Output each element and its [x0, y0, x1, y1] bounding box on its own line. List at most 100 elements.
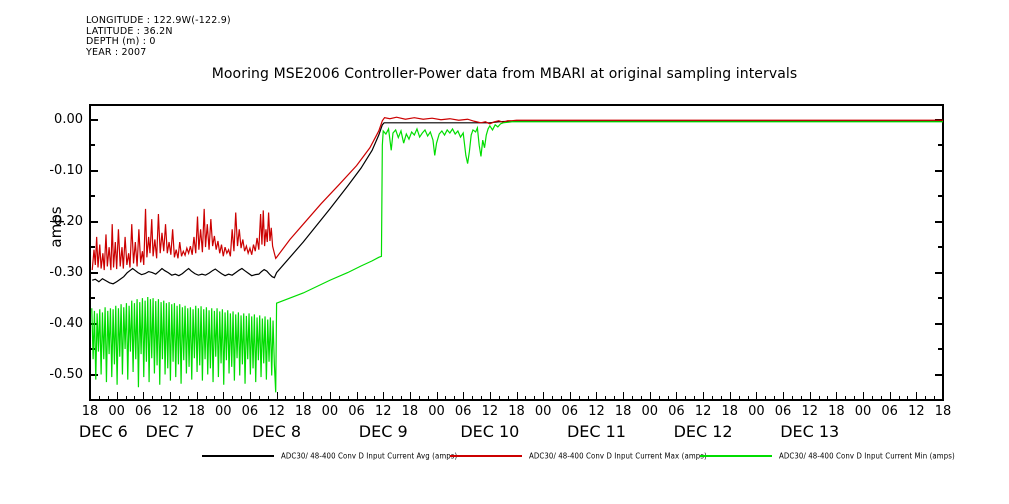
x-tick-minor [480, 396, 482, 401]
x-day-label: DEC 13 [780, 422, 840, 441]
x-tick-label: 18 [934, 404, 952, 419]
x-tick-label: 12 [694, 404, 712, 419]
y-tick-major-right [935, 271, 944, 274]
x-tick-minor [187, 396, 189, 401]
y-tick-major [89, 373, 98, 376]
x-tick-minor [845, 396, 847, 401]
x-tick-label: 12 [588, 404, 605, 419]
x-tick-minor [241, 396, 243, 401]
x-tick-minor [232, 396, 234, 401]
year-text: YEAR : 2007 [86, 46, 147, 58]
y-tick-minor [89, 195, 95, 198]
x-tick-label: 06 [241, 404, 259, 419]
y-tick-label: -0.50 [49, 366, 83, 382]
x-tick-major [463, 392, 465, 401]
x-tick-label: 00 [428, 404, 445, 419]
x-tick-label: 18 [721, 404, 739, 419]
series-line [92, 120, 943, 285]
x-tick-major [409, 392, 411, 401]
x-tick-minor [418, 396, 420, 401]
x-tick-minor [640, 396, 642, 401]
x-tick-major [436, 392, 438, 401]
x-tick-minor [445, 396, 447, 401]
x-tick-major [143, 392, 145, 401]
x-tick-minor [587, 396, 589, 401]
x-tick-major [623, 392, 625, 401]
plot-area [89, 104, 944, 401]
x-tick-minor [552, 396, 554, 401]
x-tick-label: 18 [614, 404, 632, 419]
chart-title: Mooring MSE2006 Controller-Power data fr… [211, 66, 798, 82]
x-tick-major [249, 392, 251, 401]
x-tick-minor [427, 396, 429, 401]
legend-label: ADC30/ 48-400 Conv D Input Current Min (… [779, 451, 955, 461]
x-tick-minor [578, 396, 580, 401]
x-tick-major [649, 392, 651, 401]
y-tick-label: -0.30 [49, 264, 83, 280]
x-tick-label: 00 [748, 404, 765, 419]
y-tick-minor-right [938, 348, 944, 351]
x-day-label: DEC 9 [358, 422, 408, 441]
x-tick-minor [720, 396, 722, 401]
x-tick-minor [711, 396, 713, 401]
x-tick-minor [560, 396, 562, 401]
plot-frame-top [89, 104, 944, 106]
x-tick-minor [738, 396, 740, 401]
y-tick-minor [89, 297, 95, 300]
y-tick-minor [89, 246, 95, 249]
x-day-label: DEC 10 [460, 422, 520, 441]
x-tick-minor [374, 396, 376, 401]
y-tick-major [89, 271, 98, 274]
y-tick-major [89, 169, 98, 172]
x-tick-major [756, 392, 758, 401]
y-tick-minor-right [938, 246, 944, 249]
x-tick-minor [605, 396, 607, 401]
x-tick-minor [285, 396, 287, 401]
x-tick-major [729, 392, 731, 401]
x-tick-minor [347, 396, 349, 401]
x-tick-major [596, 392, 598, 401]
x-tick-major [489, 392, 491, 401]
y-tick-minor [89, 144, 95, 147]
x-tick-minor [392, 396, 394, 401]
x-tick-label: 00 [108, 404, 125, 419]
x-tick-minor [294, 396, 296, 401]
x-tick-major [569, 392, 571, 401]
x-tick-major [169, 392, 171, 401]
x-tick-minor [632, 396, 633, 401]
x-tick-major [703, 392, 705, 401]
x-tick-label: 12 [908, 404, 925, 419]
x-day-label: DEC 7 [145, 422, 195, 441]
x-tick-label: 12 [161, 404, 179, 419]
x-tick-minor [214, 396, 216, 401]
y-tick-label: -0.20 [49, 213, 83, 229]
x-tick-minor [178, 396, 180, 401]
x-tick-major [783, 392, 785, 401]
y-tick-major-right [935, 169, 944, 172]
x-tick-minor [694, 396, 696, 401]
series-line [91, 121, 943, 393]
x-tick-label: 00 [534, 404, 552, 419]
x-tick-label: 18 [401, 404, 419, 419]
x-tick-minor [400, 396, 402, 401]
plot-frame-right [942, 104, 944, 401]
x-tick-major [676, 392, 678, 401]
y-tick-major [89, 118, 98, 121]
y-tick-major-right [935, 220, 944, 223]
x-day-label: DEC 8 [252, 422, 302, 441]
y-tick-minor-right [938, 195, 944, 198]
x-tick-label: 18 [81, 404, 99, 419]
x-tick-label: 06 [561, 404, 579, 419]
x-tick-major [116, 392, 118, 401]
x-tick-minor [658, 396, 660, 401]
x-tick-label: 00 [215, 404, 232, 419]
plot-frame-left [89, 104, 91, 401]
depth-text: DEPTH (m) : 0 [86, 36, 156, 48]
chart-legend: ADC30/ 48-400 Conv D Input Current Avg (… [0, 448, 1009, 466]
x-tick-label: 18 [508, 404, 525, 419]
x-tick-minor [871, 396, 873, 401]
x-tick-minor [667, 396, 669, 401]
y-tick-major [89, 220, 98, 223]
legend-entry: ADC30/ 48-400 Conv D Input Current Avg (… [202, 448, 457, 464]
x-tick-major [276, 392, 278, 401]
